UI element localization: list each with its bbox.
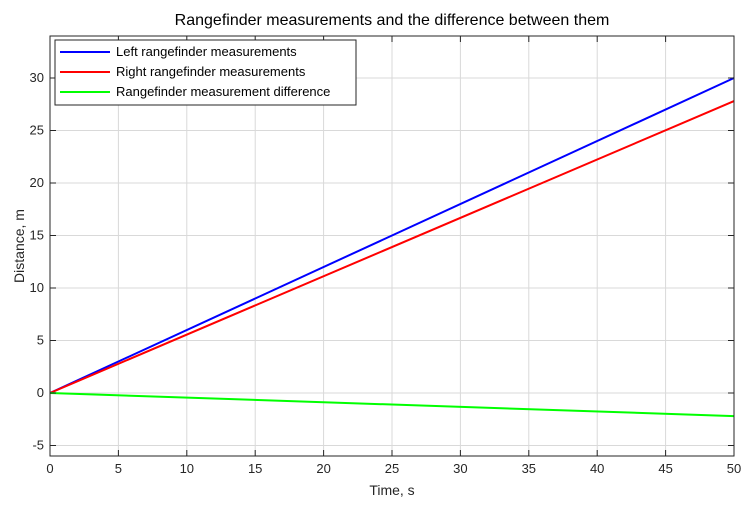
- legend: Left rangefinder measurements Right range…: [54, 39, 357, 106]
- x-tick-label: 10: [180, 461, 194, 476]
- y-tick-label: 5: [37, 333, 44, 348]
- y-tick-label: 25: [30, 123, 44, 138]
- grid: [49, 36, 735, 456]
- legend-label-3: Rangefinder measurement difference: [116, 84, 330, 99]
- series-line-1: [49, 77, 735, 394]
- x-tick-label: 35: [522, 461, 536, 476]
- chart-title: Rangefinder measurements and the differe…: [175, 12, 610, 29]
- x-tick-label: 40: [590, 461, 604, 476]
- y-tick-label: -5: [32, 438, 44, 453]
- x-tick-label: 25: [385, 461, 399, 476]
- y-tick-label: 10: [30, 280, 44, 295]
- series-line-3: [49, 392, 735, 418]
- legend-entries: Left rangefinder measurements Right range…: [60, 44, 330, 99]
- y-tick-label: 30: [30, 70, 44, 85]
- x-tick-label: 50: [727, 461, 741, 476]
- y-axis-label: Distance, m: [11, 209, 27, 283]
- y-tick-label: 0: [37, 385, 44, 400]
- series-line-2: [49, 100, 735, 394]
- x-tick-label: 45: [658, 461, 672, 476]
- y-tick-label: 20: [30, 175, 44, 190]
- x-tick-label: 20: [316, 461, 330, 476]
- x-tick-label: 5: [115, 461, 122, 476]
- y-tick-label: 15: [30, 228, 44, 243]
- x-tick-label: 0: [46, 461, 53, 476]
- x-tick-label: 15: [248, 461, 262, 476]
- legend-label-2: Right rangefinder measurements: [116, 64, 306, 79]
- x-axis-label: Time, s: [369, 482, 414, 498]
- legend-label-1: Left rangefinder measurements: [116, 44, 297, 59]
- x-tick-label: 30: [453, 461, 467, 476]
- series-lines: [49, 77, 735, 418]
